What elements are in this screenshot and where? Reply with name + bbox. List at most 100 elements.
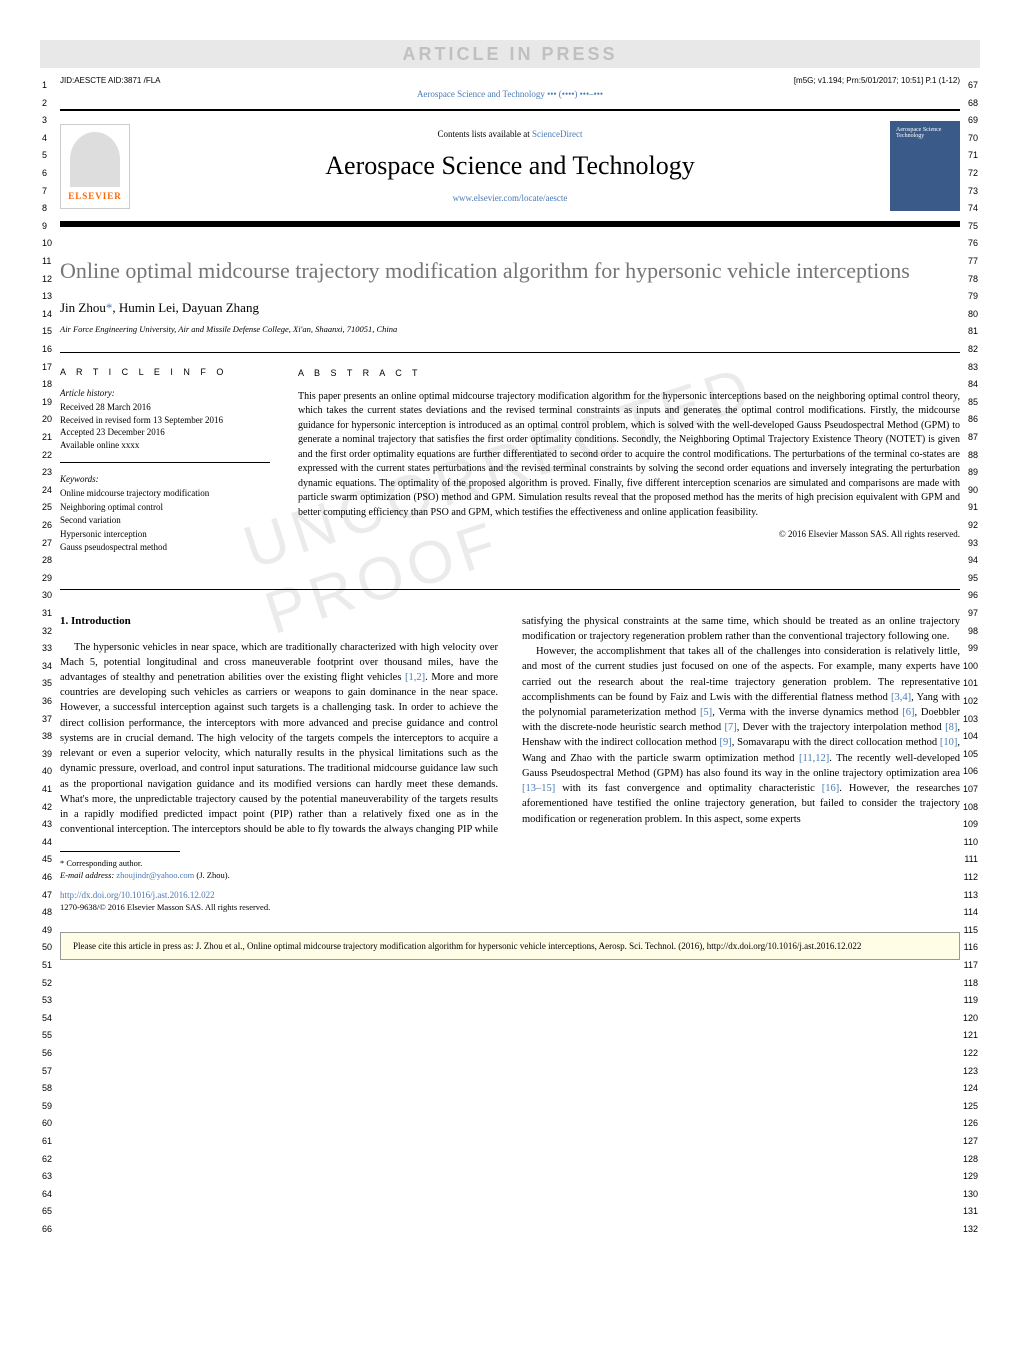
line-number: 12 (42, 274, 52, 284)
citation[interactable]: [1,2] (405, 672, 425, 683)
copyright: © 2016 Elsevier Masson SAS. All rights r… (298, 528, 960, 541)
line-number: 32 (42, 626, 52, 636)
line-number: 38 (42, 731, 52, 741)
line-number: 13 (42, 291, 52, 301)
line-number: 108 (963, 802, 978, 812)
line-number: 91 (968, 502, 978, 512)
text: , Somavarapu with the direct collocation… (732, 737, 940, 748)
issn-line: 1270-9638/© 2016 Elsevier Masson SAS. Al… (60, 902, 960, 912)
line-number: 107 (963, 784, 978, 794)
article-title: Online optimal midcourse trajectory modi… (60, 257, 960, 286)
journal-url[interactable]: www.elsevier.com/locate/aescte (142, 193, 878, 203)
masthead: ELSEVIER Contents lists available at Sci… (60, 109, 960, 227)
line-number: 23 (42, 467, 52, 477)
author-primary: Jin Zhou (60, 300, 106, 315)
line-number: 116 (964, 942, 978, 952)
elsevier-tree-icon (70, 132, 120, 187)
line-number: 90 (968, 485, 978, 495)
line-number: 19 (42, 397, 52, 407)
line-number: 132 (963, 1224, 978, 1234)
authors-rest: , Humin Lei, Dayuan Zhang (112, 300, 259, 315)
line-number: 119 (964, 995, 978, 1005)
citation[interactable]: [5] (700, 707, 712, 718)
line-number: 47 (42, 890, 52, 900)
doi-link[interactable]: http://dx.doi.org/10.1016/j.ast.2016.12.… (60, 890, 960, 900)
line-number: 42 (42, 802, 52, 812)
abstract-text: This paper presents an online optimal mi… (298, 390, 960, 521)
line-number: 50 (42, 942, 52, 952)
line-number: 103 (963, 714, 978, 724)
sciencedirect-link[interactable]: ScienceDirect (532, 129, 582, 139)
line-number: 102 (963, 696, 978, 706)
line-number: 117 (964, 960, 978, 970)
citation[interactable]: [13–15] (522, 783, 555, 794)
citation[interactable]: [16] (822, 783, 840, 794)
line-number: 67 (968, 80, 978, 90)
line-number: 63 (42, 1171, 52, 1181)
line-number: 37 (42, 714, 52, 724)
intro-paragraph-2: However, the accomplishment that takes a… (522, 644, 960, 827)
keywords-label: Keywords: (60, 473, 270, 486)
line-number: 93 (968, 538, 978, 548)
citation[interactable]: [8] (945, 722, 957, 733)
line-number: 28 (42, 555, 52, 565)
line-number: 46 (42, 872, 52, 882)
line-number: 131 (963, 1206, 978, 1216)
line-number: 95 (968, 573, 978, 583)
section-heading-intro: 1. Introduction (60, 614, 498, 630)
line-number: 3 (42, 115, 47, 125)
citation[interactable]: [11,12] (799, 753, 829, 764)
line-number: 106 (963, 766, 978, 776)
line-number: 81 (968, 326, 978, 336)
line-number: 33 (42, 643, 52, 653)
line-number: 97 (968, 608, 978, 618)
line-number: 121 (963, 1030, 978, 1040)
line-number: 113 (964, 890, 978, 900)
line-number: 83 (968, 362, 978, 372)
line-number: 112 (964, 872, 978, 882)
header-left: JID:AESCTE AID:3871 /FLA (60, 76, 160, 85)
line-number: 88 (968, 450, 978, 460)
line-number: 2 (42, 98, 47, 108)
journal-cover-thumb: Aerospace Science Technology (890, 121, 960, 211)
history-label: Article history: (60, 387, 270, 400)
line-number: 52 (42, 978, 52, 988)
email-label: E-mail address: (60, 870, 116, 880)
citation[interactable]: [3,4] (891, 692, 911, 703)
line-number: 7 (42, 186, 47, 196)
cover-text: Aerospace Science Technology (896, 127, 954, 139)
line-number: 34 (42, 661, 52, 671)
line-number: 15 (42, 326, 52, 336)
line-number: 82 (968, 344, 978, 354)
line-number: 89 (968, 467, 978, 477)
line-number: 118 (964, 978, 978, 988)
line-number: 115 (964, 925, 978, 935)
elsevier-logo: ELSEVIER (60, 124, 130, 209)
line-number: 45 (42, 854, 52, 864)
journal-reference: Aerospace Science and Technology ••• (••… (60, 89, 960, 99)
citation[interactable]: [7] (724, 722, 736, 733)
email-link[interactable]: zhoujindr@yahoo.com (116, 870, 194, 880)
line-number: 110 (964, 837, 978, 847)
line-number: 125 (963, 1101, 978, 1111)
line-number: 72 (968, 168, 978, 178)
line-number: 69 (968, 115, 978, 125)
keyword: Gauss pseudospectral method (60, 541, 270, 555)
citation[interactable]: [6] (902, 707, 914, 718)
line-number: 92 (968, 520, 978, 530)
line-number: 73 (968, 186, 978, 196)
line-number: 18 (42, 379, 52, 389)
line-number: 76 (968, 238, 978, 248)
line-number: 39 (42, 749, 52, 759)
info-abstract-row: A R T I C L E I N F O Article history: R… (60, 352, 960, 590)
abstract: A B S T R A C T This paper presents an o… (298, 367, 960, 575)
line-number: 56 (42, 1048, 52, 1058)
article-info-heading: A R T I C L E I N F O (60, 367, 270, 377)
citation[interactable]: [10] (940, 737, 958, 748)
line-number: 16 (42, 344, 52, 354)
line-number: 22 (42, 450, 52, 460)
text: , Dever with the trajectory interpolatio… (737, 722, 945, 733)
history-accepted: Accepted 23 December 2016 (60, 426, 270, 439)
journal-name: Aerospace Science and Technology (142, 151, 878, 181)
citation[interactable]: [9] (719, 737, 731, 748)
